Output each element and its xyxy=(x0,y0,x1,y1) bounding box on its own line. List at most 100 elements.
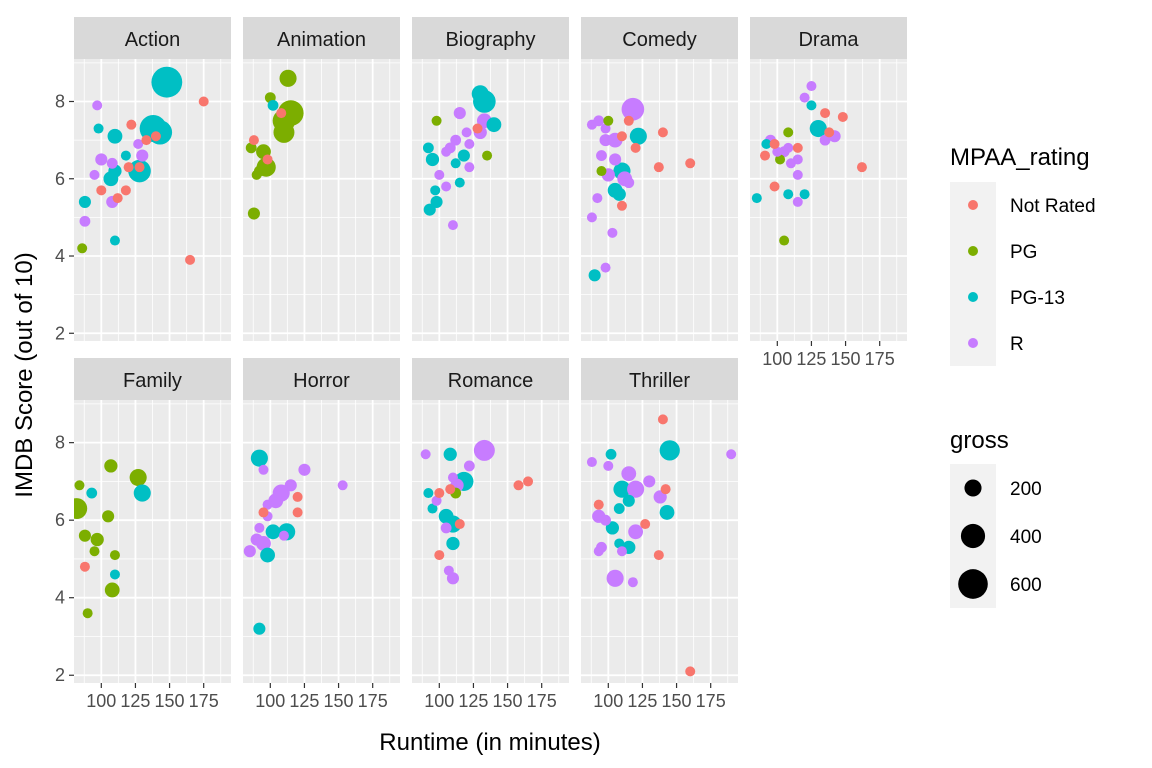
legend-color-label: PG-13 xyxy=(1010,288,1065,309)
facet-strip xyxy=(243,17,400,59)
data-point xyxy=(245,142,257,154)
data-point xyxy=(463,460,475,472)
data-point xyxy=(284,479,297,492)
data-point xyxy=(761,138,772,149)
data-point xyxy=(250,533,263,546)
data-point xyxy=(482,150,493,161)
axis-titles: Runtime (in minutes) IMDB Score (out of … xyxy=(11,252,601,756)
data-point xyxy=(792,142,803,153)
data-point xyxy=(513,480,524,491)
x-tick-label: 150 xyxy=(155,691,185,711)
data-point xyxy=(769,181,780,192)
x-tick-label: 125 xyxy=(120,691,150,711)
data-point xyxy=(77,243,88,254)
data-point xyxy=(337,480,348,491)
data-point xyxy=(441,181,452,192)
data-point xyxy=(265,524,281,540)
data-point xyxy=(109,550,120,561)
facet-strip xyxy=(74,358,231,400)
x-tick-label: 175 xyxy=(358,691,388,711)
data-point xyxy=(151,66,183,98)
data-point xyxy=(292,507,303,518)
data-point xyxy=(586,212,597,223)
data-point xyxy=(254,522,265,533)
data-point xyxy=(278,530,289,541)
y-tick-label: 2 xyxy=(55,323,65,343)
facet-strip-label: Drama xyxy=(798,29,859,51)
data-point xyxy=(243,545,256,558)
x-tick-label: 100 xyxy=(424,691,454,711)
data-point xyxy=(586,119,597,130)
data-point xyxy=(248,135,259,146)
data-point xyxy=(600,262,611,273)
data-point xyxy=(659,505,675,520)
data-point xyxy=(603,115,614,126)
data-point xyxy=(783,127,794,138)
data-point xyxy=(89,169,100,180)
data-point xyxy=(422,142,434,154)
data-point xyxy=(440,522,452,534)
data-point xyxy=(112,193,123,204)
data-point xyxy=(434,550,445,561)
data-point xyxy=(592,193,603,204)
data-point xyxy=(471,85,489,103)
data-point xyxy=(292,491,303,502)
x-tick-label: 125 xyxy=(796,349,826,369)
data-point xyxy=(613,503,625,514)
data-point xyxy=(443,447,457,461)
legend-size-key xyxy=(958,569,988,599)
data-point xyxy=(623,177,635,189)
data-point xyxy=(792,154,803,165)
data-point xyxy=(605,521,620,535)
x-tick-label: 150 xyxy=(662,691,692,711)
data-point xyxy=(431,115,442,126)
x-tick-label: 175 xyxy=(865,349,895,369)
data-point xyxy=(74,480,85,491)
data-point xyxy=(653,162,664,173)
x-tick-label: 175 xyxy=(189,691,219,711)
y-tick-label: 4 xyxy=(55,246,65,266)
data-point xyxy=(659,440,680,461)
data-point xyxy=(726,449,737,460)
data-point xyxy=(427,503,438,514)
data-point xyxy=(523,476,534,487)
data-point xyxy=(628,524,644,540)
data-point xyxy=(616,131,627,142)
facet-family: Family 2 4 6 8 100 125 150 175 xyxy=(55,358,231,711)
x-tick-label: 100 xyxy=(255,691,285,711)
data-point xyxy=(247,207,260,220)
y-tick-label: 2 xyxy=(55,665,65,685)
data-point xyxy=(613,480,631,498)
data-point xyxy=(461,127,472,138)
facet-strip-label: Biography xyxy=(445,29,535,51)
legend-color-label: R xyxy=(1010,334,1024,355)
data-point xyxy=(596,166,607,177)
data-point xyxy=(441,146,452,157)
x-tick-label: 125 xyxy=(458,691,488,711)
data-point xyxy=(109,569,120,580)
data-point xyxy=(443,565,454,576)
data-point xyxy=(596,150,607,161)
data-point xyxy=(120,185,131,196)
data-point xyxy=(262,154,273,165)
data-point xyxy=(473,439,495,461)
facet-strip-label: Family xyxy=(123,370,182,392)
x-tick-label: 175 xyxy=(696,691,726,711)
legend-color-label: PG xyxy=(1010,242,1037,263)
y-tick-label: 8 xyxy=(55,91,65,111)
data-point xyxy=(106,157,118,169)
y-tick-label: 4 xyxy=(55,588,65,608)
data-point xyxy=(147,120,173,145)
points xyxy=(243,449,348,635)
x-tick-label: 175 xyxy=(527,691,557,711)
data-point xyxy=(267,99,279,111)
facet-romance: Romance 100 125 150 175 xyxy=(412,358,569,711)
data-point xyxy=(434,169,445,180)
data-point xyxy=(600,514,611,526)
facet-thriller: Thriller 100 125 150 175 xyxy=(581,358,738,711)
y-axis-title: IMDB Score (out of 10) xyxy=(11,252,38,497)
data-point xyxy=(420,449,431,460)
data-point xyxy=(609,153,622,166)
facet-strip xyxy=(243,358,400,400)
data-point xyxy=(685,158,696,169)
